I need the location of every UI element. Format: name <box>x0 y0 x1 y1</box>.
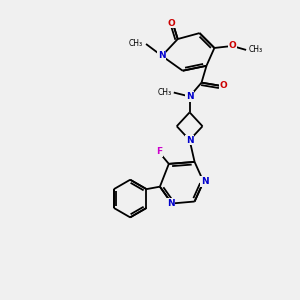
Text: N: N <box>186 136 194 145</box>
Text: CH₃: CH₃ <box>129 40 143 49</box>
Text: O: O <box>219 81 227 90</box>
Text: F: F <box>156 148 162 157</box>
Text: N: N <box>201 177 208 186</box>
Text: O: O <box>228 41 236 50</box>
Text: N: N <box>167 199 175 208</box>
Text: O: O <box>168 19 176 28</box>
Text: N: N <box>186 92 194 101</box>
Text: N: N <box>158 51 166 60</box>
Text: CH₃: CH₃ <box>158 88 172 97</box>
Text: CH₃: CH₃ <box>249 45 263 54</box>
